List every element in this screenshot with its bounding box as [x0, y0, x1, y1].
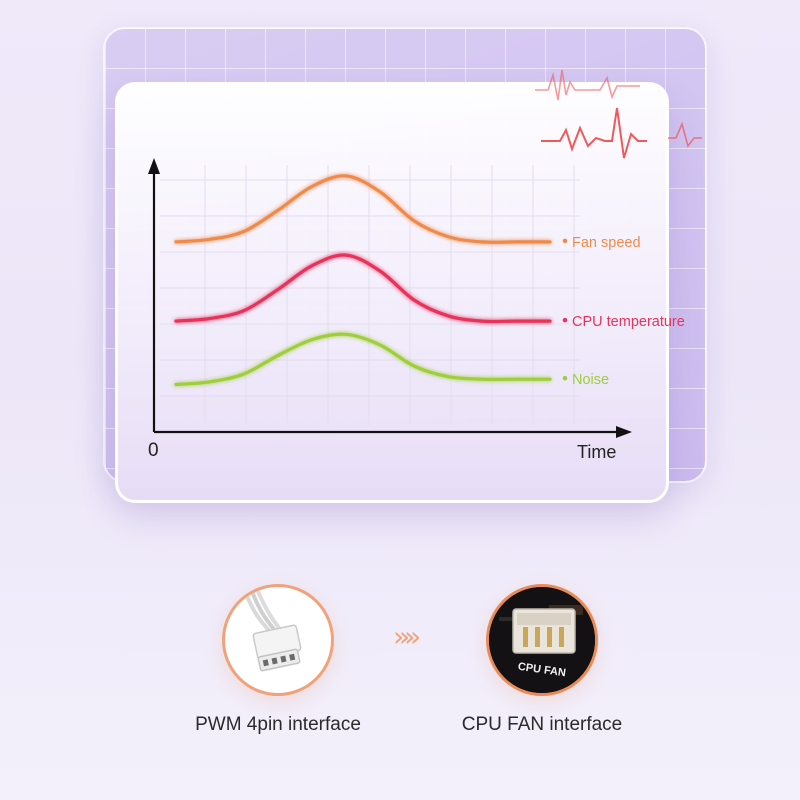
series-lines [174, 174, 552, 387]
heartbeat-line-edge [668, 121, 702, 148]
chart-grid [160, 165, 580, 425]
series-line-cpu-temperature [174, 253, 552, 324]
motherboard-header-icon: CPU FAN [489, 587, 595, 693]
fan-connector-icon [243, 588, 302, 672]
cpu-fan-interface-label: CPU FAN interface [461, 714, 623, 735]
pwm-interface-label: PWM 4pin interface [195, 714, 361, 735]
cpu-fan-header-circle: CPU FAN [486, 584, 598, 696]
legend-dot [562, 238, 568, 244]
series-label: Noise [572, 372, 609, 388]
y-axis-arrow [148, 158, 160, 174]
series-label: CPU temperature [572, 314, 685, 330]
double-chevron-right-icon: »» [393, 620, 421, 653]
legend-dot [562, 317, 568, 323]
series-labels: Fan speed CPU temperature Noise [562, 235, 685, 388]
heartbeat-line [541, 107, 647, 159]
x-axis-arrow [616, 426, 632, 438]
series-line-noise [174, 332, 552, 387]
legend-dot [562, 375, 568, 381]
series-line-fan-speed [174, 174, 552, 244]
pwm-connector-circle [222, 584, 334, 696]
series-label: Fan speed [572, 235, 641, 251]
x-axis-label: Time [577, 442, 616, 462]
heartbeat-line-back [535, 69, 640, 101]
origin-label: 0 [148, 440, 159, 461]
